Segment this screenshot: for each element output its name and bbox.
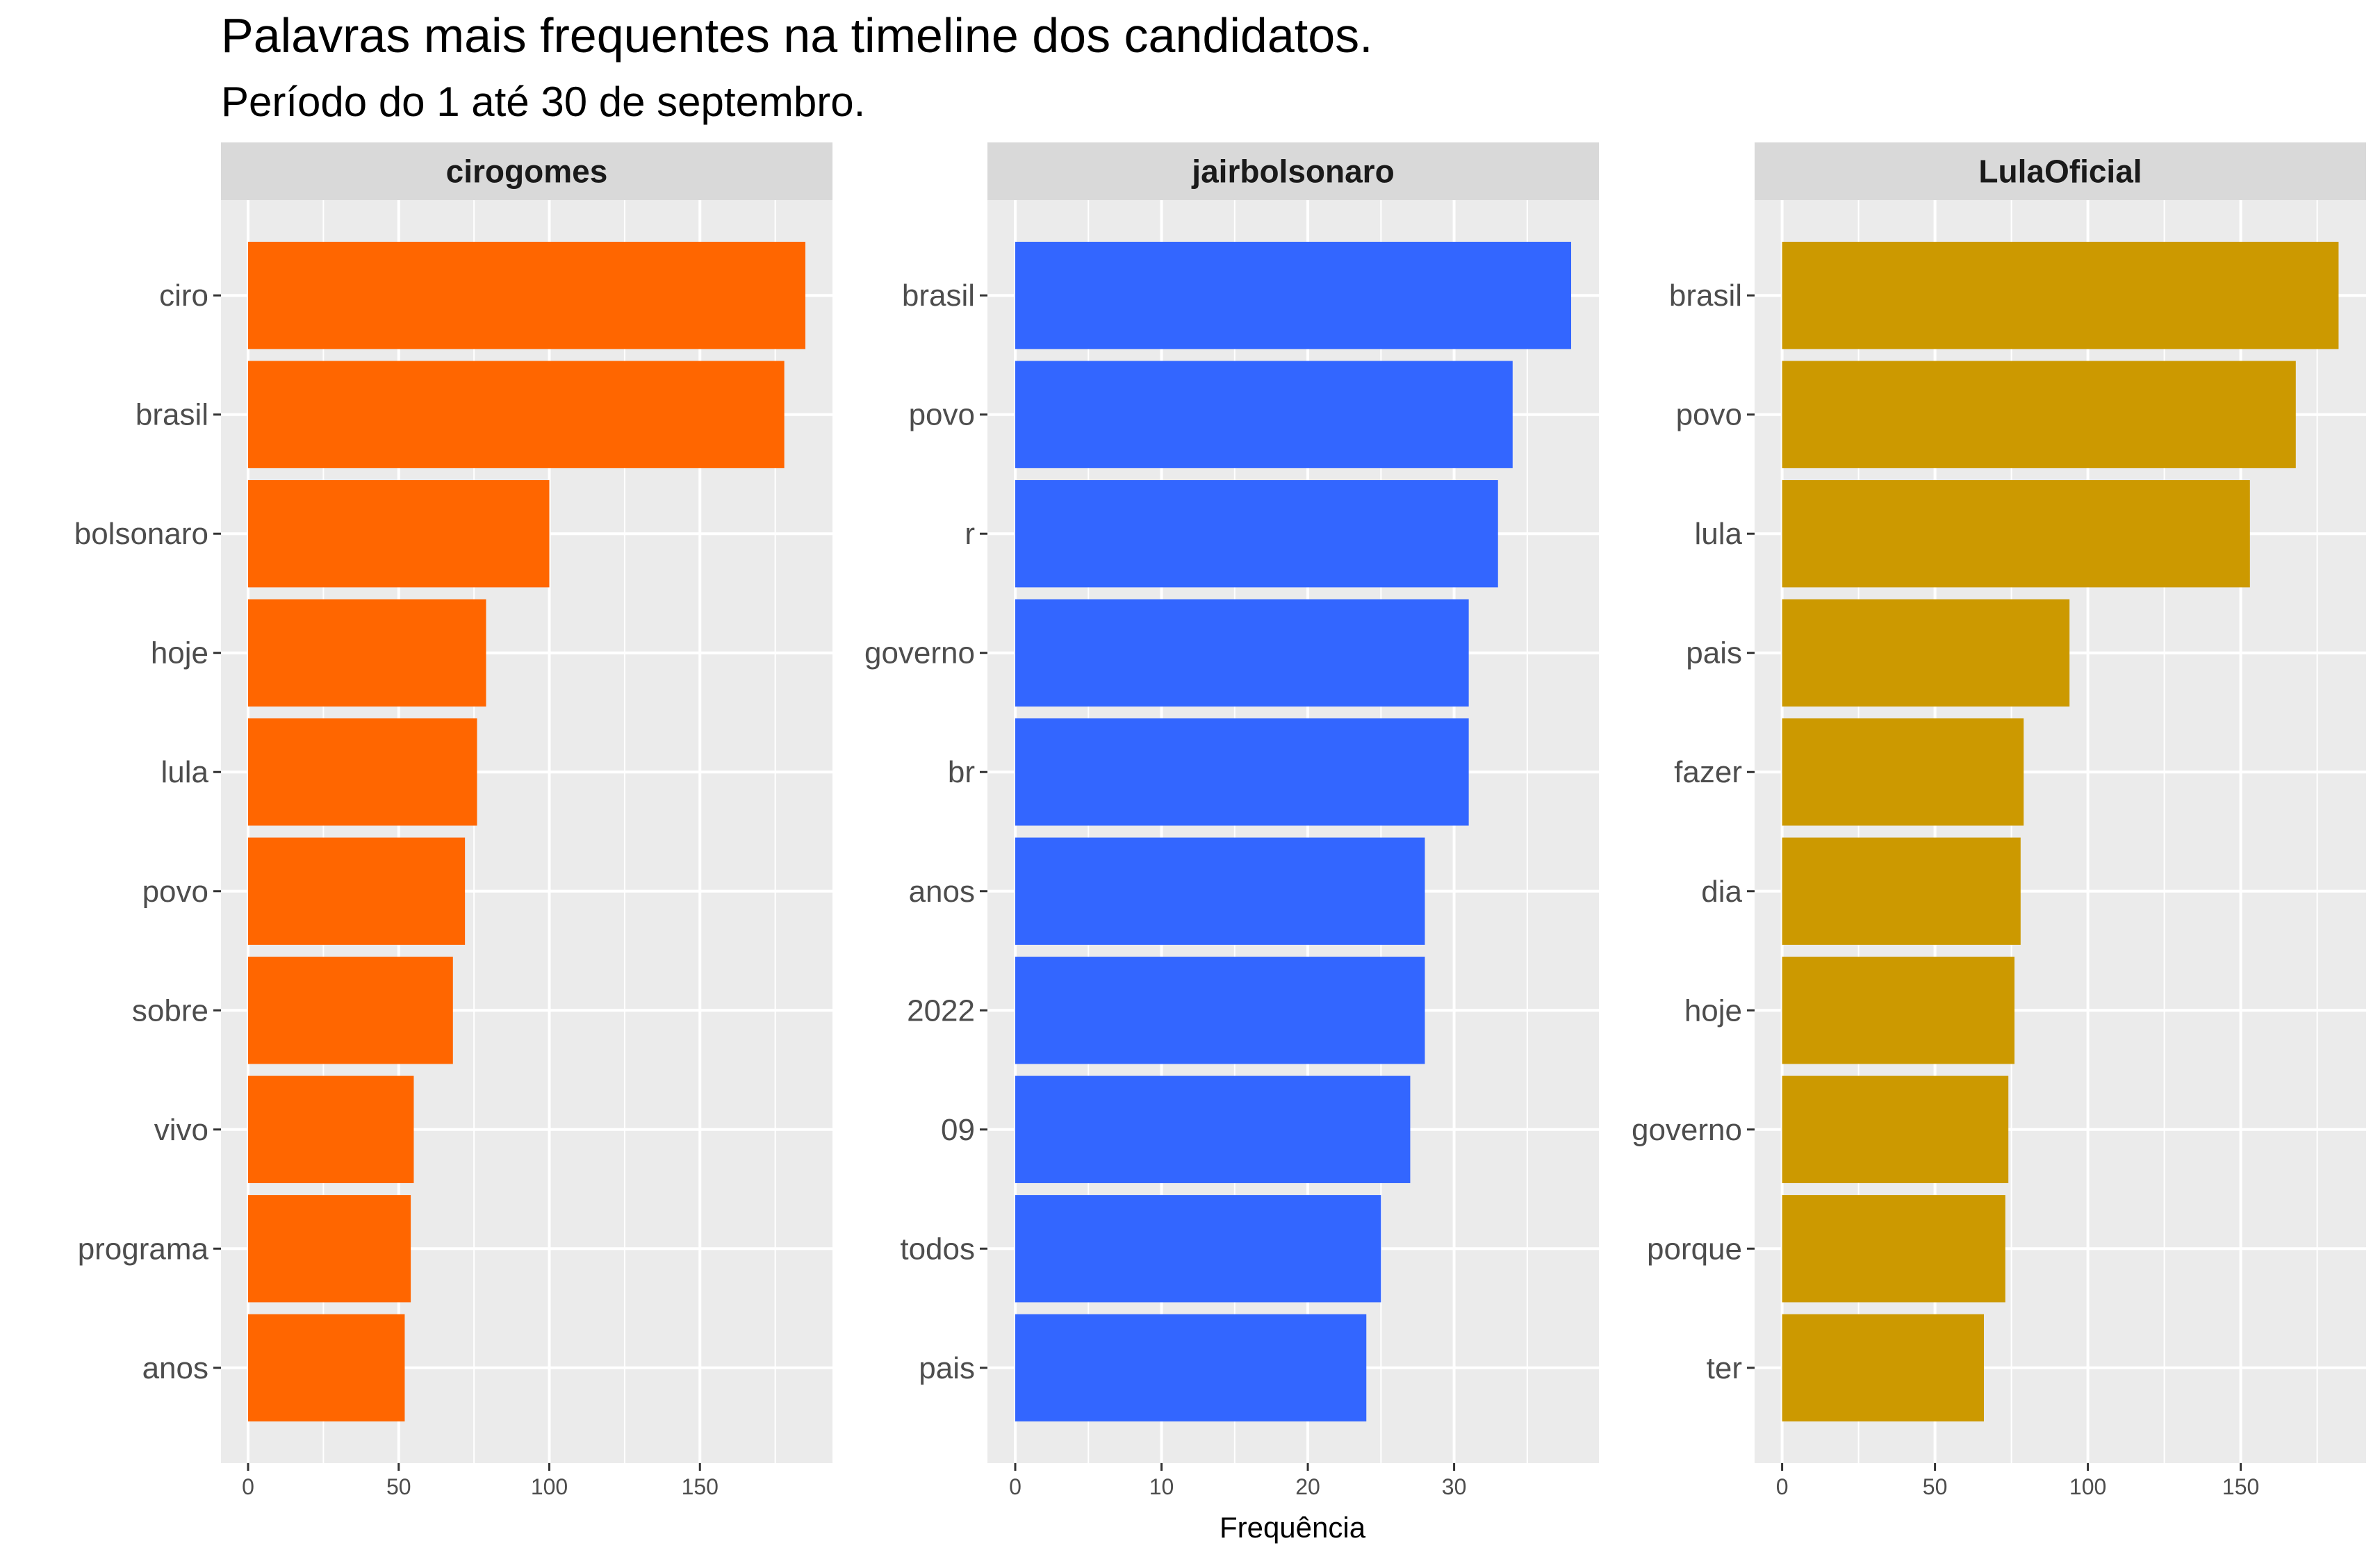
facet-cirogomes: cirogomes 0 50 100 150 ciro brasil bolsonaro hoj…: [74, 142, 832, 1499]
bar-jairbolsonaro-anos: [1015, 837, 1425, 945]
y-tick-label: governo: [1632, 1113, 1742, 1147]
y-tick-label: pais: [919, 1351, 975, 1385]
y-tick-label: governo: [864, 636, 975, 670]
facet-title: jairbolsonaro: [1191, 154, 1394, 190]
bar-LulaOficial-porque: [1782, 1195, 2005, 1303]
y-tick-label: ciro: [159, 279, 208, 313]
y-tick-label: programa: [78, 1232, 209, 1266]
bar-jairbolsonaro-todos: [1015, 1195, 1381, 1303]
facet-strip: [987, 142, 1599, 200]
bar-LulaOficial-hoje: [1782, 957, 2014, 1064]
bar-jairbolsonaro-2022: [1015, 957, 1425, 1064]
y-tick-label: ter: [1707, 1351, 1742, 1385]
y-tick-label: bolsonaro: [74, 517, 208, 551]
bar-cirogomes-ciro: [248, 242, 805, 349]
bar-cirogomes-hoje: [248, 599, 486, 707]
y-tick-label: anos: [909, 875, 975, 909]
x-tick-label: 50: [1923, 1474, 1948, 1499]
facet-LulaOficial: LulaOficial 0 50 100 150 brasil povo lula pais fa…: [1632, 142, 2366, 1499]
bar-LulaOficial-dia: [1782, 837, 2021, 945]
y-tick-label: povo: [142, 875, 208, 909]
y-tick-label: lula: [161, 755, 209, 789]
bar-jairbolsonaro-br: [1015, 718, 1469, 826]
bar-LulaOficial-brasil: [1782, 242, 2339, 349]
y-tick-label: hoje: [151, 636, 208, 670]
bar-cirogomes-anos: [248, 1314, 405, 1421]
facet-title: LulaOficial: [1978, 154, 2142, 190]
bar-cirogomes-povo: [248, 837, 466, 945]
bar-cirogomes-lula: [248, 718, 477, 826]
y-tick-label: br: [948, 755, 975, 789]
bar-cirogomes-sobre: [248, 957, 453, 1064]
x-tick-label: 50: [386, 1474, 411, 1499]
x-tick-label: 20: [1295, 1474, 1320, 1499]
y-tick-label: dia: [1701, 875, 1742, 909]
bar-cirogomes-bolsonaro: [248, 480, 550, 588]
y-tick-label: porque: [1647, 1232, 1742, 1266]
x-tick-label: 100: [2069, 1474, 2106, 1499]
bar-LulaOficial-governo: [1782, 1075, 2009, 1183]
y-tick-label: vivo: [154, 1113, 208, 1147]
facet-jairbolsonaro: jairbolsonaro 0 10 20 30 brasil povo r governo br…: [864, 142, 1599, 1499]
y-tick-label: todos: [900, 1232, 975, 1266]
y-tick-label: lula: [1695, 517, 1743, 551]
bar-cirogomes-vivo: [248, 1075, 414, 1183]
chart-title: Palavras mais frequentes na timeline dos…: [221, 8, 1373, 63]
y-tick-label: brasil: [1669, 279, 1742, 313]
y-tick-label: anos: [142, 1351, 208, 1385]
bar-jairbolsonaro-povo: [1015, 361, 1513, 468]
bar-LulaOficial-ter: [1782, 1314, 1984, 1421]
facet-title: cirogomes: [446, 154, 608, 190]
bar-LulaOficial-fazer: [1782, 718, 2024, 826]
y-tick-label: 2022: [907, 993, 975, 1028]
x-tick-label: 10: [1149, 1474, 1174, 1499]
bar-LulaOficial-povo: [1782, 361, 2296, 468]
facet-strip: [221, 142, 832, 200]
y-tick-label: brasil: [136, 398, 208, 432]
x-tick-label: 0: [1009, 1474, 1021, 1499]
bar-LulaOficial-lula: [1782, 480, 2250, 588]
y-tick-label: r: [965, 517, 975, 551]
y-tick-label: fazer: [1674, 755, 1742, 789]
bar-jairbolsonaro-pais: [1015, 1314, 1367, 1421]
x-tick-label: 100: [531, 1474, 568, 1499]
x-tick-label: 150: [682, 1474, 719, 1499]
x-tick-label: 0: [1776, 1474, 1789, 1499]
bar-jairbolsonaro-09: [1015, 1075, 1411, 1183]
bar-jairbolsonaro-governo: [1015, 599, 1469, 707]
x-axis-label: Frequência: [1220, 1511, 1366, 1544]
y-tick-label: hoje: [1684, 993, 1742, 1028]
y-tick-label: brasil: [902, 279, 975, 313]
y-tick-label: 09: [941, 1113, 975, 1147]
chart-subtitle: Período do 1 até 30 de septembro.: [221, 79, 865, 125]
bar-jairbolsonaro-r: [1015, 480, 1498, 588]
x-tick-label: 150: [2222, 1474, 2259, 1499]
y-tick-label: pais: [1686, 636, 1742, 670]
bar-cirogomes-programa: [248, 1195, 411, 1303]
bar-LulaOficial-pais: [1782, 599, 2070, 707]
bar-jairbolsonaro-brasil: [1015, 242, 1571, 349]
bar-cirogomes-brasil: [248, 361, 785, 468]
y-tick-label: povo: [1676, 398, 1742, 432]
y-tick-label: povo: [909, 398, 975, 432]
y-tick-label: sobre: [132, 993, 208, 1028]
facet-strip: [1755, 142, 2366, 200]
x-tick-label: 30: [1442, 1474, 1467, 1499]
x-tick-label: 0: [242, 1474, 254, 1499]
